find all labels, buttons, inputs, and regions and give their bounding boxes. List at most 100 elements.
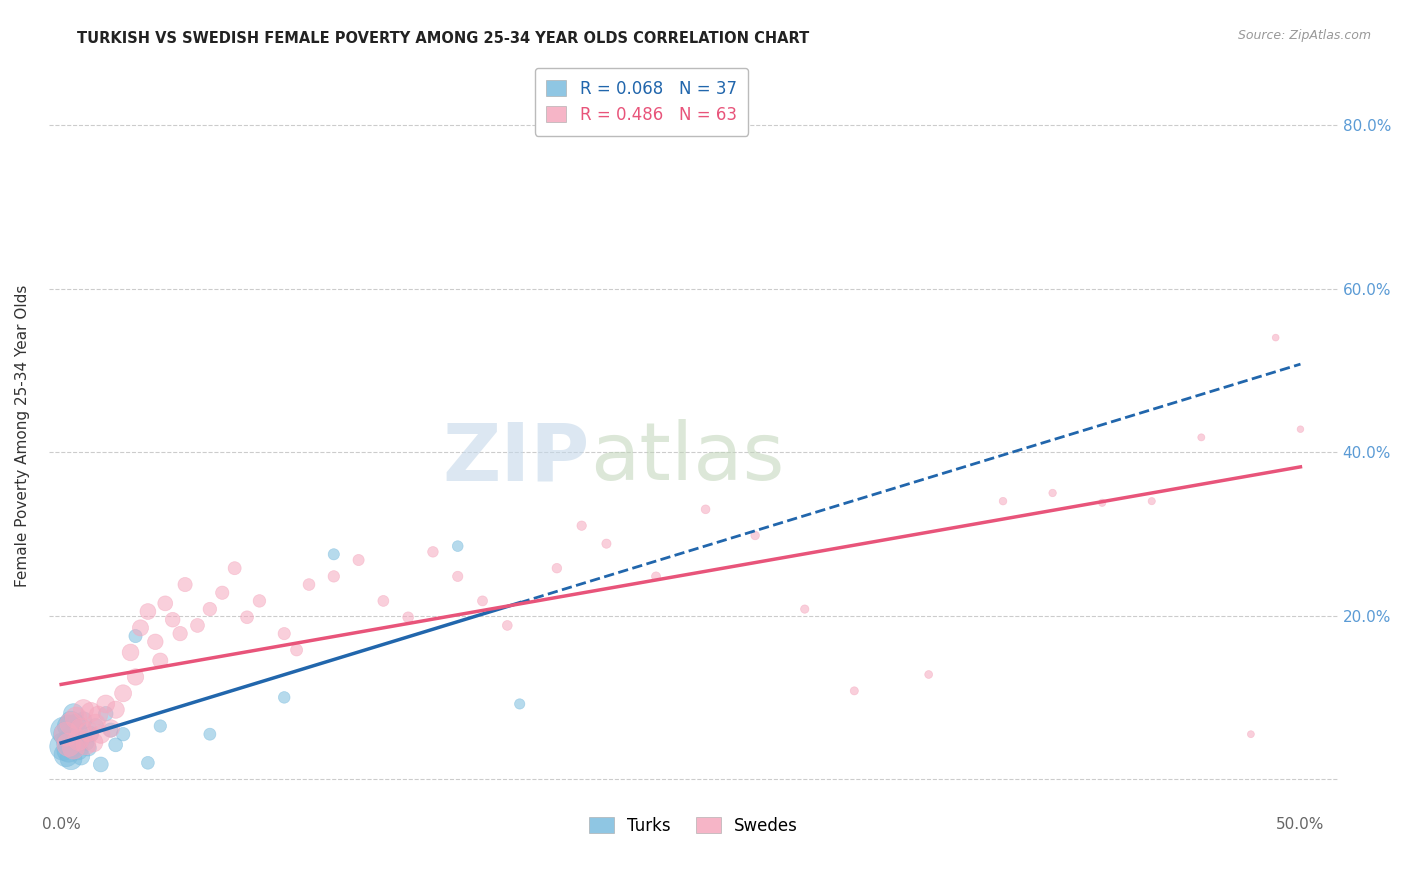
Point [509, 697, 531, 711]
Point [991, 494, 1014, 508]
Point [155, 596, 177, 610]
Point [422, 545, 444, 559]
Point [60, 716, 83, 731]
Point [80, 705, 103, 719]
Text: ZIP: ZIP [443, 419, 591, 498]
Point [1289, 422, 1312, 436]
Point [1240, 727, 1263, 741]
Point [90, 727, 112, 741]
Point [60, 752, 83, 766]
Point [471, 594, 494, 608]
Y-axis label: Female Poverty Among 25-34 Year Olds: Female Poverty Among 25-34 Year Olds [15, 285, 30, 587]
Point [104, 738, 127, 752]
Point [70, 749, 93, 764]
Point [645, 569, 668, 583]
Point [546, 561, 568, 575]
Text: atlas: atlas [591, 419, 785, 498]
Point [285, 643, 308, 657]
Point [198, 602, 221, 616]
Point [1264, 330, 1286, 344]
Point [90, 757, 112, 772]
Point [447, 539, 470, 553]
Legend: Turks, Swedes: Turks, Swedes [579, 807, 808, 845]
Point [198, 727, 221, 741]
Point [447, 569, 470, 583]
Point [149, 654, 172, 668]
Point [94, 706, 117, 721]
Point [744, 528, 766, 542]
Point [67, 743, 90, 757]
Point [112, 727, 135, 741]
Point [72, 703, 94, 717]
Point [1140, 494, 1163, 508]
Point [149, 719, 172, 733]
Point [67, 724, 90, 739]
Point [112, 686, 135, 700]
Point [249, 594, 271, 608]
Point [55, 747, 77, 762]
Point [62, 741, 84, 756]
Point [347, 553, 370, 567]
Point [571, 518, 593, 533]
Point [87, 708, 110, 723]
Point [124, 629, 146, 643]
Point [162, 613, 184, 627]
Point [1042, 486, 1064, 500]
Point [695, 502, 717, 516]
Point [174, 577, 197, 591]
Point [169, 626, 191, 640]
Point [52, 723, 75, 738]
Point [120, 645, 142, 659]
Point [104, 703, 127, 717]
Point [55, 727, 77, 741]
Point [918, 667, 941, 681]
Point [100, 722, 122, 736]
Point [62, 727, 84, 741]
Point [75, 738, 97, 752]
Point [273, 626, 295, 640]
Point [58, 743, 80, 757]
Point [496, 618, 519, 632]
Point [94, 697, 117, 711]
Point [77, 741, 100, 756]
Point [186, 618, 208, 632]
Text: Source: ZipAtlas.com: Source: ZipAtlas.com [1237, 29, 1371, 42]
Point [298, 577, 321, 591]
Point [322, 569, 344, 583]
Point [58, 719, 80, 733]
Point [77, 724, 100, 739]
Point [373, 594, 395, 608]
Point [396, 610, 419, 624]
Point [84, 716, 107, 731]
Point [595, 536, 617, 550]
Point [124, 670, 146, 684]
Point [55, 727, 77, 741]
Text: TURKISH VS SWEDISH FEMALE POVERTY AMONG 25-34 YEAR OLDS CORRELATION CHART: TURKISH VS SWEDISH FEMALE POVERTY AMONG … [77, 31, 810, 46]
Point [62, 706, 84, 721]
Point [62, 741, 84, 756]
Point [1091, 496, 1114, 510]
Point [65, 711, 87, 725]
Point [211, 586, 233, 600]
Point [80, 727, 103, 741]
Point [100, 723, 122, 738]
Point [70, 722, 93, 736]
Point [67, 733, 90, 747]
Point [84, 719, 107, 733]
Point [273, 690, 295, 705]
Point [52, 739, 75, 754]
Point [793, 602, 815, 616]
Point [75, 735, 97, 749]
Point [60, 714, 83, 729]
Point [82, 735, 104, 749]
Point [60, 731, 83, 746]
Point [65, 716, 87, 731]
Point [129, 621, 152, 635]
Point [844, 684, 866, 698]
Point [58, 735, 80, 749]
Point [65, 738, 87, 752]
Point [70, 733, 93, 747]
Point [136, 605, 159, 619]
Point [136, 756, 159, 770]
Point [72, 714, 94, 728]
